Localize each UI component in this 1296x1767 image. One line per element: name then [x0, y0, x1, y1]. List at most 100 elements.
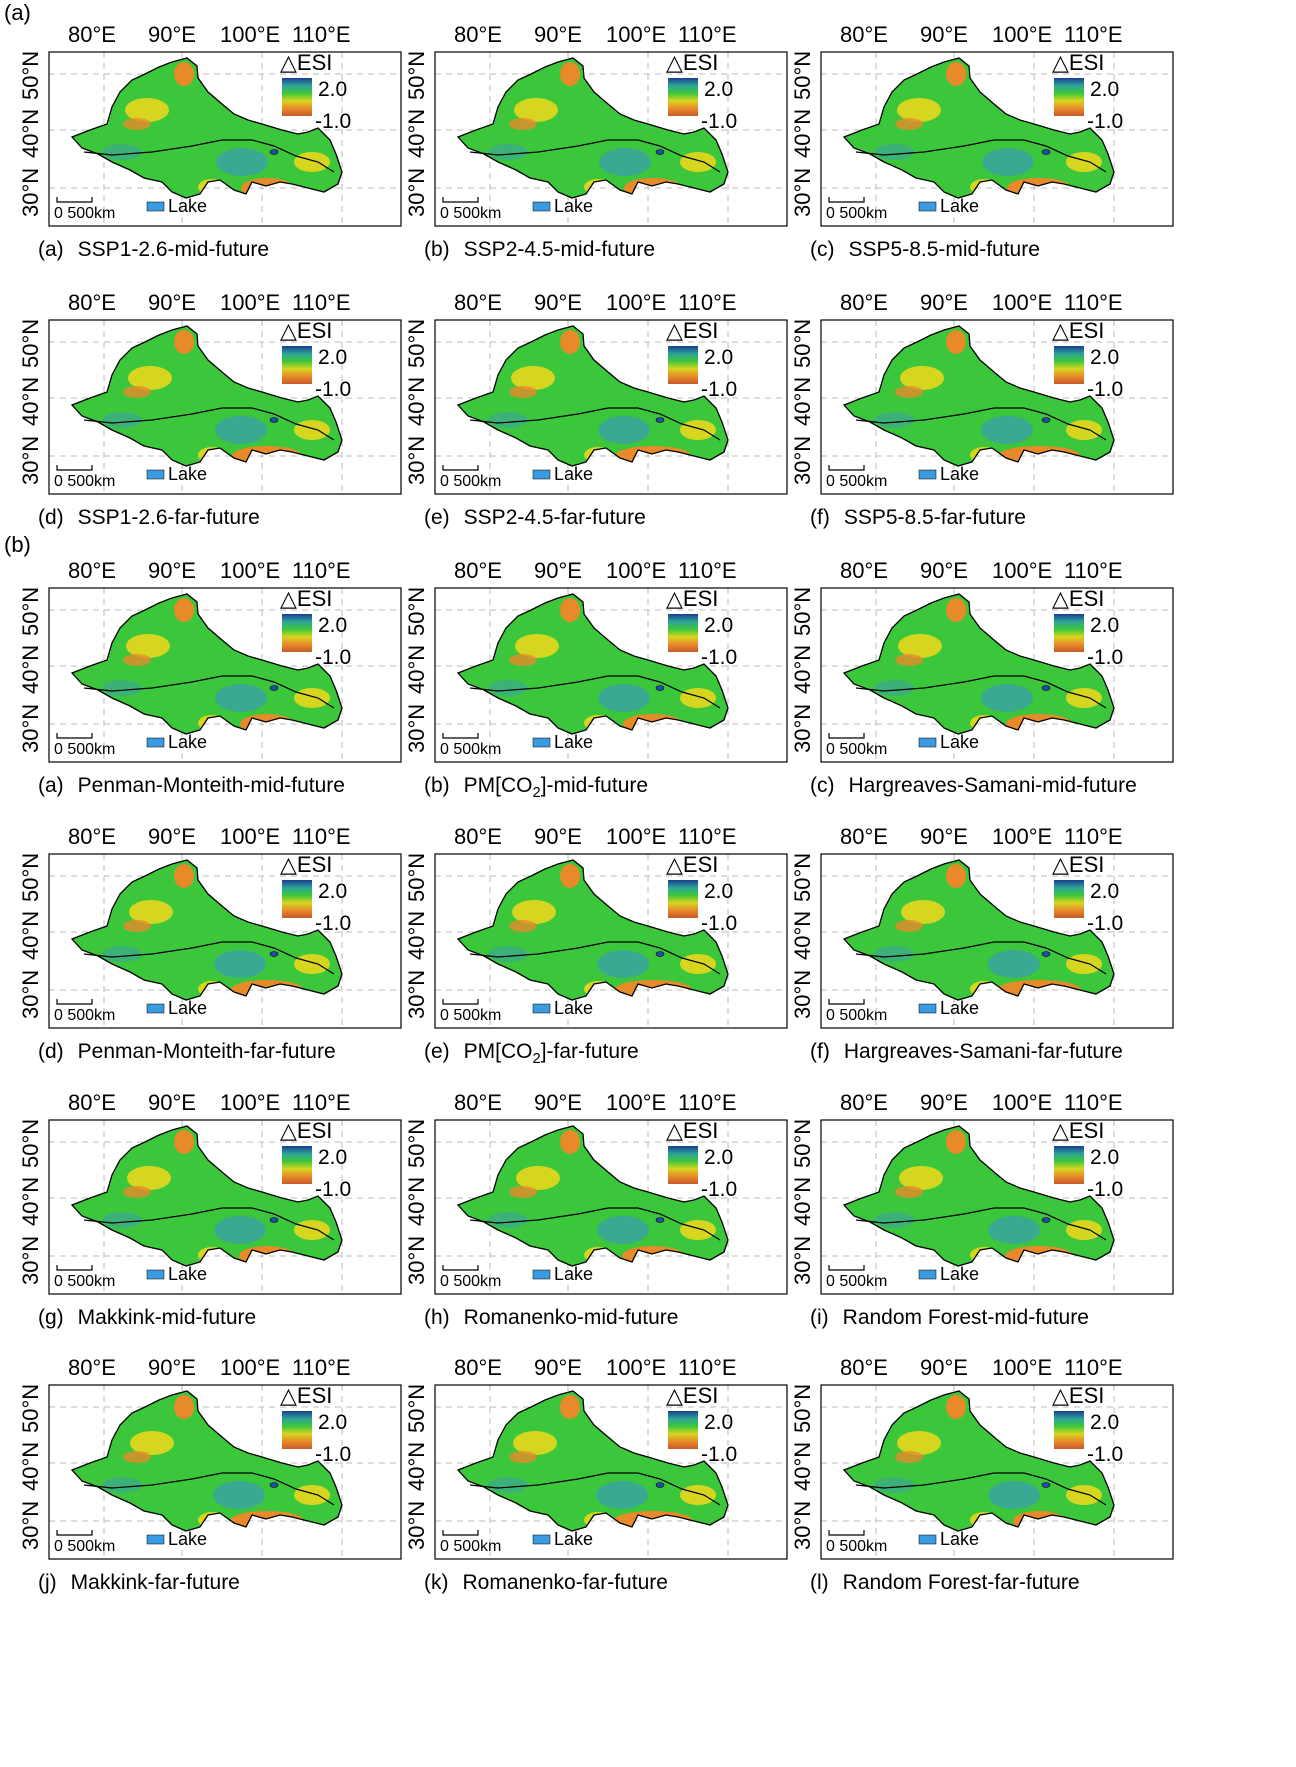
y-tick-label: 40°N [404, 1176, 429, 1226]
map-frame [48, 1119, 402, 1295]
x-tick-label: 90°E [148, 22, 196, 47]
x-tick-label: 80°E [840, 1355, 888, 1380]
y-tick-label: 50°N [790, 318, 815, 368]
y-tick-label: 30°N [404, 969, 429, 1019]
x-tick-label: 100°E [220, 1090, 281, 1115]
legend-min-label: -1.0 [1087, 378, 1124, 401]
legend-max-label: 2.0 [318, 614, 348, 637]
panel-caption: (d) SSP1-2.6-far-future [12, 506, 402, 530]
scale-bar-label: 0 500km [440, 473, 502, 490]
map-frame [434, 319, 788, 495]
x-tick-label: 110°E [678, 1090, 737, 1115]
y-tick-label: 50°N [18, 50, 43, 100]
y-tick-label: 30°N [404, 167, 429, 217]
legend-min-label: -1.0 [1087, 912, 1124, 935]
y-tick-label: 30°N [790, 969, 815, 1019]
panel-caption: (k) Romanenko-far-future [398, 1571, 788, 1595]
x-tick-label: 90°E [920, 22, 968, 47]
map-panel: 80°E 90°E 100°E 110°E 50°N 40°N 30°N △ESI 2.0 -1.… [12, 548, 402, 810]
x-tick-label: 100°E [606, 558, 667, 583]
map-frame [434, 587, 788, 763]
map-panel: 80°E 90°E 100°E 110°E 50°N 40°N 30°N △ESI 2.0 -1.… [784, 548, 1174, 810]
scale-bar-label: 0 500km [54, 1273, 116, 1290]
scale-bar-label: 0 500km [54, 473, 116, 490]
map-panel: 80°E 90°E 100°E 110°E 50°N 40°N 30°N △ESI 2.0 -1.… [784, 280, 1174, 542]
panel-letter: (k) [424, 1571, 449, 1594]
x-tick-label: 90°E [534, 558, 582, 583]
legend-min-label: -1.0 [701, 1178, 738, 1201]
legend-title: △ESI [280, 586, 333, 611]
legend-title: △ESI [666, 1118, 719, 1143]
legend-max-label: 2.0 [1090, 346, 1120, 369]
x-tick-label: 110°E [1064, 1355, 1123, 1380]
x-tick-label: 100°E [220, 1355, 281, 1380]
x-tick-label: 100°E [220, 558, 281, 583]
panel-caption: (a) SSP1-2.6-mid-future [12, 238, 402, 262]
legend-max-label: 2.0 [1090, 880, 1120, 903]
x-tick-label: 90°E [920, 290, 968, 315]
map-panel: 80°E 90°E 100°E 110°E 50°N 40°N 30°N △ESI 2.0 -1.… [12, 1080, 402, 1342]
legend-min-label: -1.0 [315, 1178, 352, 1201]
x-tick-label: 110°E [678, 1355, 737, 1380]
y-tick-label: 30°N [404, 1500, 429, 1550]
legend-min-label: -1.0 [701, 378, 738, 401]
legend-min-label: -1.0 [315, 646, 352, 669]
lake-legend-label: Lake [940, 732, 980, 752]
y-tick-label: 50°N [404, 318, 429, 368]
lake-legend-label: Lake [940, 196, 980, 216]
x-tick-label: 90°E [920, 558, 968, 583]
panel-letter: (c) [810, 238, 835, 261]
panel-caption-post: ]-far-future [540, 1040, 639, 1063]
map-panel: 80°E 90°E 100°E 110°E 50°N 40°N 30°N △ESI 2.0 -1.… [398, 1080, 788, 1342]
legend-min-label: -1.0 [1087, 646, 1124, 669]
panel-caption-text: Penman-Monteith-far-future [77, 1040, 336, 1063]
y-tick-label: 50°N [18, 1383, 43, 1433]
x-tick-label: 80°E [68, 290, 116, 315]
panel-caption: (i) Random Forest-mid-future [784, 1306, 1174, 1330]
x-tick-label: 80°E [840, 558, 888, 583]
x-tick-label: 110°E [1064, 290, 1123, 315]
lake-legend-label: Lake [168, 464, 208, 484]
legend-min-label: -1.0 [315, 110, 352, 133]
panel-letter: (l) [810, 1571, 829, 1594]
legend-min-label: -1.0 [315, 1443, 352, 1466]
panel-letter: (g) [38, 1306, 64, 1329]
map-frame [48, 319, 402, 495]
x-tick-label: 100°E [992, 824, 1053, 849]
scale-bar-label: 0 500km [440, 1007, 502, 1024]
x-tick-label: 90°E [920, 1355, 968, 1380]
map-frame [820, 853, 1174, 1029]
panel-caption-pre: PM[CO [463, 1040, 533, 1063]
map-frame [48, 1384, 402, 1560]
panel-caption-post: ]-mid-future [540, 774, 649, 797]
map-panel: 80°E 90°E 100°E 110°E 50°N 40°N 30°N △ESI 2.0 -1.… [398, 548, 788, 810]
x-tick-label: 100°E [220, 22, 281, 47]
x-tick-label: 110°E [292, 290, 351, 315]
legend-title: △ESI [666, 586, 719, 611]
legend-max-label: 2.0 [704, 346, 734, 369]
y-tick-label: 50°N [790, 1118, 815, 1168]
panel-letter: (a) [38, 774, 64, 797]
legend-max-label: 2.0 [318, 346, 348, 369]
legend-max-label: 2.0 [318, 1411, 348, 1434]
panel-caption: (g) Makkink-mid-future [12, 1306, 402, 1330]
y-tick-label: 30°N [790, 1235, 815, 1285]
x-tick-label: 90°E [534, 1355, 582, 1380]
legend-max-label: 2.0 [704, 614, 734, 637]
section-label-a: (a) [4, 0, 31, 25]
y-tick-label: 40°N [18, 1441, 43, 1491]
y-tick-label: 50°N [404, 852, 429, 902]
x-tick-label: 100°E [220, 290, 281, 315]
legend-title: △ESI [1052, 1383, 1105, 1408]
map-panel: 80°E 90°E 100°E 110°E 50°N 40°N 30°N △ESI 2.0 -1.… [784, 1080, 1174, 1342]
legend-title: △ESI [280, 318, 333, 343]
y-tick-label: 30°N [404, 1235, 429, 1285]
scale-bar-label: 0 500km [826, 473, 888, 490]
x-tick-label: 90°E [148, 824, 196, 849]
map-panel: 80°E 90°E 100°E 110°E 50°N 40°N 30°N △ESI 2.0 -1.… [784, 1345, 1174, 1607]
panel-letter: (h) [424, 1306, 450, 1329]
scale-bar-label: 0 500km [440, 205, 502, 222]
legend-title: △ESI [280, 1383, 333, 1408]
panel-caption-text: Penman-Monteith-mid-future [77, 774, 345, 797]
x-tick-label: 80°E [840, 1090, 888, 1115]
